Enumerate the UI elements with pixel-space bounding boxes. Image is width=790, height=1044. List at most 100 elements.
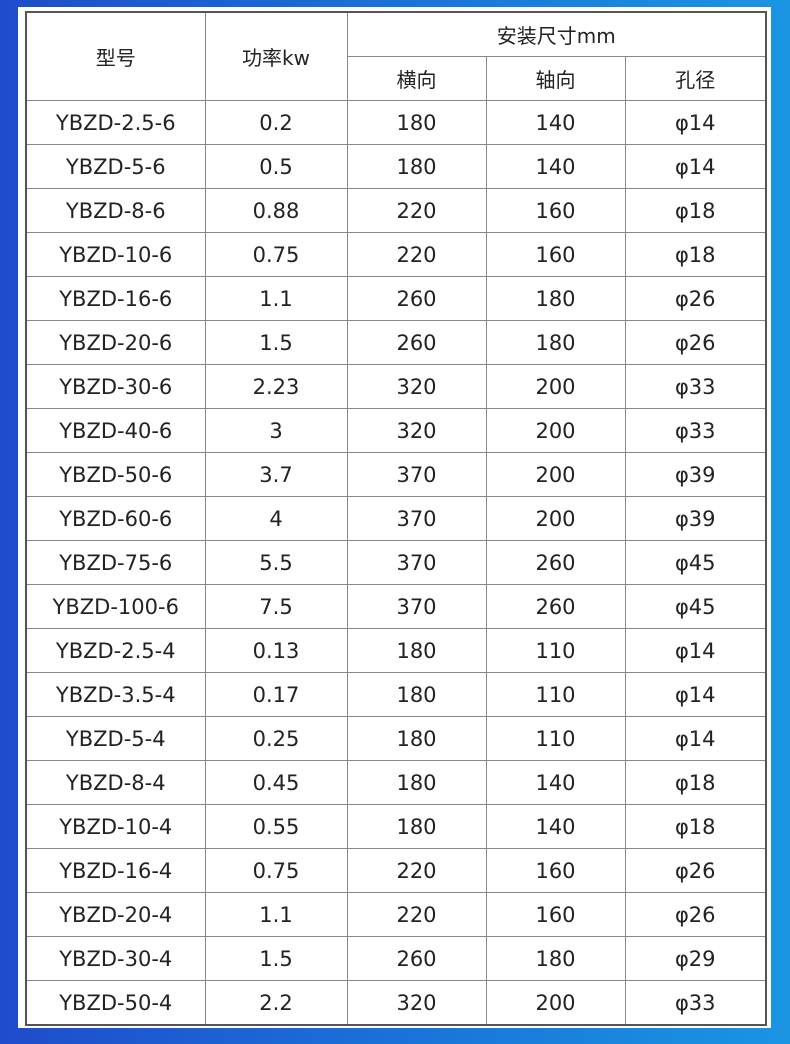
cell-hole: φ33 <box>624 980 767 1026</box>
cell-hole: φ39 <box>624 452 767 497</box>
header-hole: 孔径 <box>624 56 767 101</box>
table-row: YBZD-40-6 3 320 200 φ33 <box>25 408 767 453</box>
table-row: YBZD-8-4 0.45 180 140 φ18 <box>25 760 767 805</box>
table-row: YBZD-16-4 0.75 220 160 φ26 <box>25 848 767 893</box>
cell-axial: 200 <box>485 452 626 497</box>
cell-axial: 160 <box>485 232 626 277</box>
cell-power: 2.23 <box>204 364 348 409</box>
cell-model: YBZD-30-4 <box>25 936 206 981</box>
table-row: YBZD-8-6 0.88 220 160 φ18 <box>25 188 767 233</box>
cell-axial: 200 <box>485 408 626 453</box>
table-row: YBZD-100-6 7.5 370 260 φ45 <box>25 584 767 629</box>
header-axial: 轴向 <box>485 56 626 101</box>
cell-lateral: 370 <box>346 540 487 585</box>
cell-hole: φ29 <box>624 936 767 981</box>
cell-lateral: 320 <box>346 980 487 1026</box>
cell-lateral: 370 <box>346 452 487 497</box>
header-lateral: 横向 <box>346 56 487 101</box>
cell-model: YBZD-40-6 <box>25 408 206 453</box>
cell-hole: φ18 <box>624 804 767 849</box>
cell-lateral: 220 <box>346 232 487 277</box>
cell-model: YBZD-5-4 <box>25 716 206 761</box>
cell-power: 0.2 <box>204 100 348 145</box>
cell-power: 0.25 <box>204 716 348 761</box>
cell-power: 1.5 <box>204 936 348 981</box>
cell-axial: 110 <box>485 672 626 717</box>
header-power: 功率kw <box>204 11 348 101</box>
table-row: YBZD-10-6 0.75 220 160 φ18 <box>25 232 767 277</box>
cell-model: YBZD-8-6 <box>25 188 206 233</box>
cell-hole: φ26 <box>624 276 767 321</box>
table-row: YBZD-50-6 3.7 370 200 φ39 <box>25 452 767 497</box>
header-model: 型号 <box>25 11 206 101</box>
cell-hole: φ33 <box>624 408 767 453</box>
cell-axial: 110 <box>485 716 626 761</box>
cell-power: 0.75 <box>204 848 348 893</box>
cell-hole: φ26 <box>624 848 767 893</box>
cell-model: YBZD-60-6 <box>25 496 206 541</box>
cell-hole: φ26 <box>624 892 767 937</box>
cell-model: YBZD-30-6 <box>25 364 206 409</box>
cell-power: 5.5 <box>204 540 348 585</box>
header-install: 安装尺寸mm <box>346 11 767 57</box>
cell-axial: 140 <box>485 100 626 145</box>
table-row: YBZD-5-6 0.5 180 140 φ14 <box>25 144 767 189</box>
cell-hole: φ14 <box>624 144 767 189</box>
cell-hole: φ18 <box>624 188 767 233</box>
cell-axial: 140 <box>485 804 626 849</box>
cell-lateral: 320 <box>346 364 487 409</box>
table-panel: 型号 功率kw 安装尺寸mm 横向 轴向 孔径 YBZD-2.5-6 0.2 180… <box>18 7 771 1028</box>
cell-power: 0.75 <box>204 232 348 277</box>
cell-model: YBZD-8-4 <box>25 760 206 805</box>
cell-axial: 200 <box>485 364 626 409</box>
cell-model: YBZD-10-6 <box>25 232 206 277</box>
cell-hole: φ33 <box>624 364 767 409</box>
spec-table: 型号 功率kw 安装尺寸mm 横向 轴向 孔径 YBZD-2.5-6 0.2 180… <box>25 11 767 1026</box>
cell-power: 0.45 <box>204 760 348 805</box>
table-row: YBZD-30-6 2.23 320 200 φ33 <box>25 364 767 409</box>
cell-power: 1.1 <box>204 276 348 321</box>
cell-axial: 200 <box>485 980 626 1026</box>
cell-hole: φ18 <box>624 232 767 277</box>
cell-lateral: 260 <box>346 936 487 981</box>
cell-model: YBZD-20-4 <box>25 892 206 937</box>
cell-axial: 200 <box>485 496 626 541</box>
cell-power: 0.17 <box>204 672 348 717</box>
cell-lateral: 180 <box>346 716 487 761</box>
cell-model: YBZD-3.5-4 <box>25 672 206 717</box>
cell-hole: φ26 <box>624 320 767 365</box>
cell-model: YBZD-75-6 <box>25 540 206 585</box>
table-row: YBZD-5-4 0.25 180 110 φ14 <box>25 716 767 761</box>
cell-axial: 180 <box>485 936 626 981</box>
cell-lateral: 220 <box>346 892 487 937</box>
table-row: YBZD-50-4 2.2 320 200 φ33 <box>25 980 767 1026</box>
cell-lateral: 180 <box>346 144 487 189</box>
cell-model: YBZD-100-6 <box>25 584 206 629</box>
cell-power: 1.1 <box>204 892 348 937</box>
cell-lateral: 370 <box>346 496 487 541</box>
cell-hole: φ45 <box>624 540 767 585</box>
cell-axial: 140 <box>485 760 626 805</box>
subheader-row: 横向 轴向 孔径 <box>26 56 767 101</box>
cell-hole: φ18 <box>624 760 767 805</box>
table-row: YBZD-20-4 1.1 220 160 φ26 <box>25 892 767 937</box>
cell-model: YBZD-2.5-4 <box>25 628 206 673</box>
cell-power: 3 <box>204 408 348 453</box>
cell-hole: φ14 <box>624 716 767 761</box>
header-row: 型号 功率kw 安装尺寸mm <box>25 11 767 101</box>
table-row: YBZD-2.5-4 0.13 180 110 φ14 <box>25 628 767 673</box>
cell-lateral: 260 <box>346 276 487 321</box>
cell-power: 1.5 <box>204 320 348 365</box>
cell-model: YBZD-2.5-6 <box>25 100 206 145</box>
cell-hole: φ45 <box>624 584 767 629</box>
cell-power: 0.88 <box>204 188 348 233</box>
cell-lateral: 180 <box>346 760 487 805</box>
cell-hole: φ14 <box>624 628 767 673</box>
cell-power: 0.5 <box>204 144 348 189</box>
cell-lateral: 180 <box>346 100 487 145</box>
cell-power: 0.13 <box>204 628 348 673</box>
cell-model: YBZD-16-6 <box>25 276 206 321</box>
cell-hole: φ14 <box>624 100 767 145</box>
table-row: YBZD-2.5-6 0.2 180 140 φ14 <box>25 100 767 145</box>
cell-model: YBZD-5-6 <box>25 144 206 189</box>
